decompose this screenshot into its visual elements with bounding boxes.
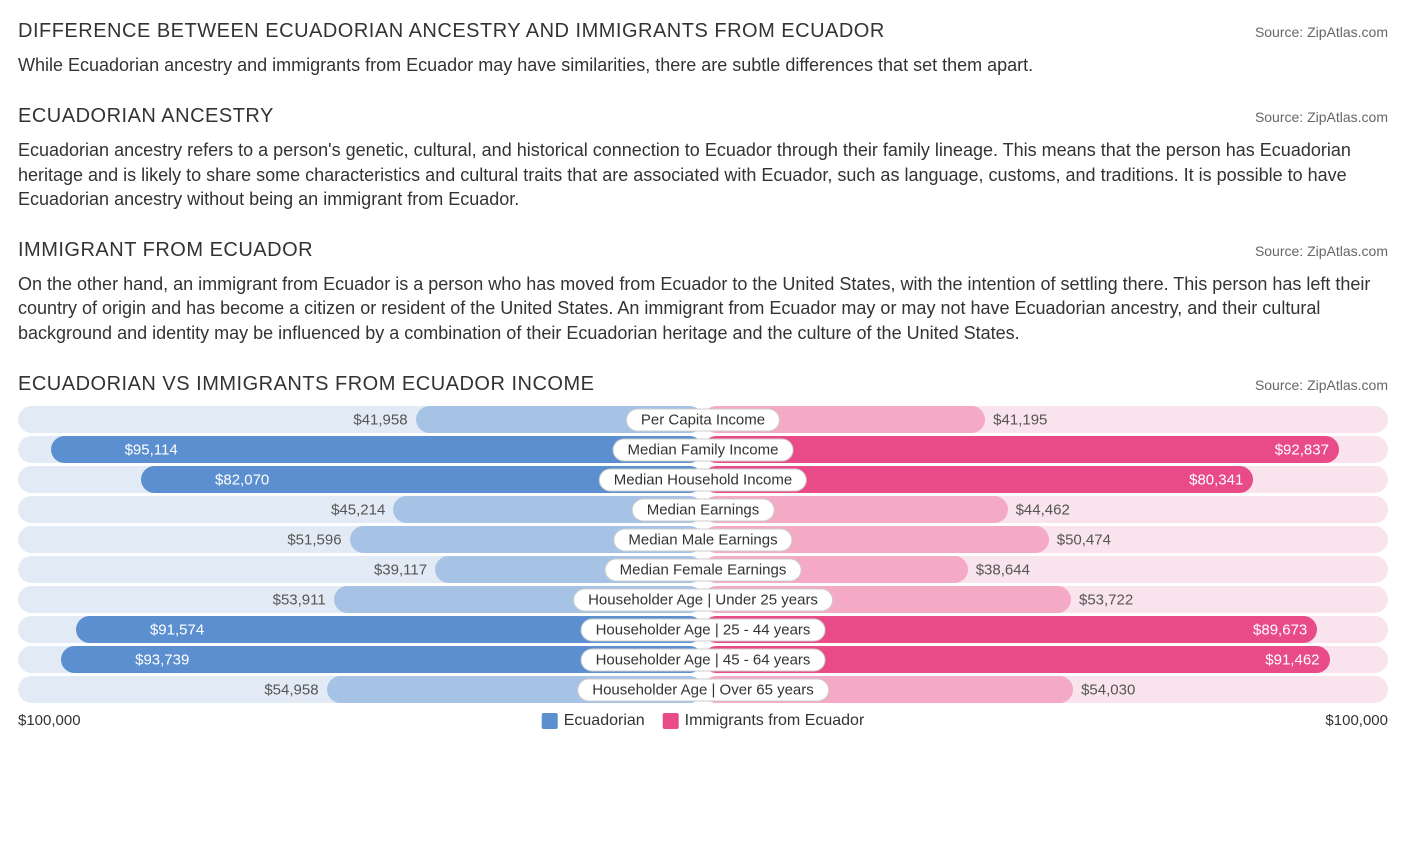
bar-center-label: Median Family Income xyxy=(613,438,794,461)
bar-value-right: $92,837 xyxy=(1275,441,1339,458)
bar-value-right: $89,673 xyxy=(1253,621,1317,638)
axis-right-label: $100,000 xyxy=(1325,712,1388,729)
bar-value-left: $95,114 xyxy=(115,441,178,458)
bar-center-label: Median Female Earnings xyxy=(605,558,802,581)
chart-row: $95,114 $92,837 Median Family Income xyxy=(18,436,1388,466)
chart-row: $51,596 $50,474 Median Male Earnings xyxy=(18,526,1388,556)
section2-title: IMMIGRANT FROM ECUADOR xyxy=(18,239,313,262)
chart-row: $91,574 $89,673 Householder Age | 25 - 44 … xyxy=(18,616,1388,646)
section1-header: ECUADORIAN ANCESTRY Source: ZipAtlas.com xyxy=(18,105,1388,128)
chart-row: $54,958 $54,030 Householder Age | Over 65 … xyxy=(18,676,1388,706)
chart-legend-row: $100,000 Ecuadorian Immigrants from Ecua… xyxy=(18,712,1388,734)
chart-half-left: $41,958 xyxy=(18,406,703,433)
section1-body: Ecuadorian ancestry refers to a person's… xyxy=(18,138,1388,211)
section1-title: ECUADORIAN ANCESTRY xyxy=(18,105,274,128)
chart-half-left: $51,596 xyxy=(18,526,703,553)
chart-title: ECUADORIAN VS IMMIGRANTS FROM ECUADOR IN… xyxy=(18,373,594,396)
chart-row: $93,739 $91,462 Householder Age | 45 - 64 … xyxy=(18,646,1388,676)
legend-label-right: Immigrants from Ecuador xyxy=(685,712,865,730)
bar-value-right: $50,474 xyxy=(1049,531,1111,548)
bar-value-right: $80,341 xyxy=(1189,471,1253,488)
bar-value-right: $38,644 xyxy=(968,561,1030,578)
section2-body: On the other hand, an immigrant from Ecu… xyxy=(18,272,1388,345)
main-source: Source: ZipAtlas.com xyxy=(1255,24,1388,40)
chart-source: Source: ZipAtlas.com xyxy=(1255,377,1388,393)
legend-item-left: Ecuadorian xyxy=(542,712,645,730)
bar-value-left: $54,958 xyxy=(264,681,326,698)
bar-center-label: Householder Age | 25 - 44 years xyxy=(581,618,826,641)
chart-half-left: $39,117 xyxy=(18,556,703,583)
bar-fill-right xyxy=(703,436,1339,463)
bar-center-label: Householder Age | Over 65 years xyxy=(577,678,829,701)
chart-row: $41,958 $41,195 Per Capita Income xyxy=(18,406,1388,436)
bar-value-right: $44,462 xyxy=(1008,501,1070,518)
legend-label-left: Ecuadorian xyxy=(564,712,645,730)
legend-swatch-left xyxy=(542,713,558,729)
bar-value-right: $54,030 xyxy=(1073,681,1135,698)
bar-center-label: Per Capita Income xyxy=(626,408,780,431)
bar-value-right: $53,722 xyxy=(1071,591,1133,608)
bar-value-left: $41,958 xyxy=(353,411,415,428)
bar-center-label: Median Household Income xyxy=(599,468,807,491)
chart-half-right: $92,837 xyxy=(703,436,1388,463)
chart-row: $82,070 $80,341 Median Household Income xyxy=(18,466,1388,496)
main-intro: While Ecuadorian ancestry and immigrants… xyxy=(18,53,1388,77)
legend-item-right: Immigrants from Ecuador xyxy=(663,712,865,730)
bar-value-left: $45,214 xyxy=(331,501,393,518)
bar-value-left: $53,911 xyxy=(273,591,334,608)
bar-value-left: $82,070 xyxy=(205,471,269,488)
bar-center-label: Householder Age | 45 - 64 years xyxy=(581,648,826,671)
bar-center-label: Median Earnings xyxy=(632,498,775,521)
chart-half-right: $44,462 xyxy=(703,496,1388,523)
main-title: DIFFERENCE BETWEEN ECUADORIAN ANCESTRY A… xyxy=(18,20,885,43)
chart-row: $39,117 $38,644 Median Female Earnings xyxy=(18,556,1388,586)
axis-left-label: $100,000 xyxy=(18,712,81,729)
chart-half-right: $41,195 xyxy=(703,406,1388,433)
bar-value-left: $51,596 xyxy=(287,531,349,548)
chart-half-right: $38,644 xyxy=(703,556,1388,583)
chart-row: $53,911 $53,722 Householder Age | Under 25… xyxy=(18,586,1388,616)
bar-value-right: $91,462 xyxy=(1265,651,1329,668)
chart-legend: Ecuadorian Immigrants from Ecuador xyxy=(542,712,865,730)
bar-value-left: $39,117 xyxy=(374,561,435,578)
chart-header: ECUADORIAN VS IMMIGRANTS FROM ECUADOR IN… xyxy=(18,373,1388,396)
section2-header: IMMIGRANT FROM ECUADOR Source: ZipAtlas.… xyxy=(18,239,1388,262)
bar-value-left: $93,739 xyxy=(125,651,189,668)
chart-half-left: $45,214 xyxy=(18,496,703,523)
chart-half-left: $95,114 xyxy=(18,436,703,463)
section1-source: Source: ZipAtlas.com xyxy=(1255,109,1388,125)
chart-half-right: $50,474 xyxy=(703,526,1388,553)
chart-row: $45,214 $44,462 Median Earnings xyxy=(18,496,1388,526)
legend-swatch-right xyxy=(663,713,679,729)
bar-center-label: Householder Age | Under 25 years xyxy=(573,588,833,611)
bar-center-label: Median Male Earnings xyxy=(613,528,792,551)
bar-value-left: $91,574 xyxy=(140,621,204,638)
bar-value-right: $41,195 xyxy=(985,411,1047,428)
main-header: DIFFERENCE BETWEEN ECUADORIAN ANCESTRY A… xyxy=(18,20,1388,43)
income-chart: $41,958$41,195Per Capita Income$95,114$9… xyxy=(18,406,1388,706)
section2-source: Source: ZipAtlas.com xyxy=(1255,243,1388,259)
